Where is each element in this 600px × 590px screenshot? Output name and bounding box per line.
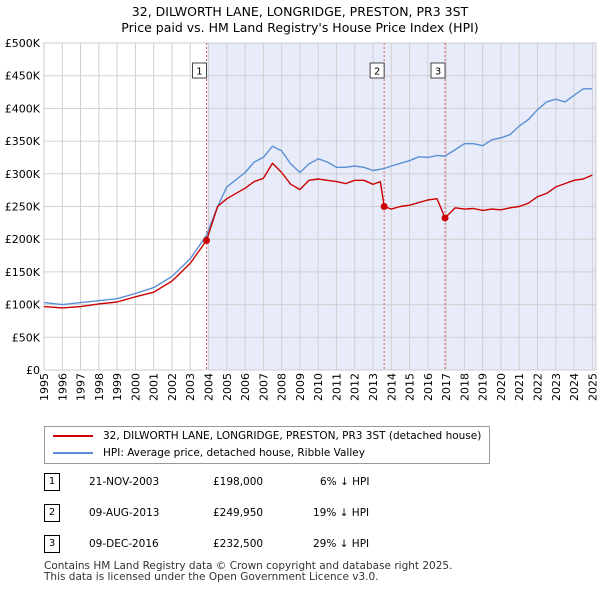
x-tick-label: 2012 <box>349 373 362 401</box>
x-tick-label: 2021 <box>513 373 526 401</box>
sale-number-badge: 3 <box>44 535 60 553</box>
x-tick-label: 2003 <box>184 373 197 401</box>
sale-price: £249,950 <box>213 507 264 519</box>
sale-point <box>202 237 210 245</box>
sale-label-box <box>430 62 446 79</box>
sale-date: 09-AUG-2013 <box>89 507 160 519</box>
x-tick-label: 2019 <box>477 373 490 401</box>
hpi-line <box>43 88 593 306</box>
x-tick-label: 2002 <box>166 373 179 401</box>
x-tick-label: 1996 <box>56 373 69 401</box>
sale-number-badge: 1 <box>44 473 60 491</box>
y-tick-label: £400K <box>5 102 41 115</box>
chart-subtitle: Price paid vs. HM Land Registry's House … <box>121 20 479 35</box>
y-tick-label: £300K <box>5 168 41 181</box>
x-tick-label: 1999 <box>111 373 124 401</box>
x-tick-label: 2010 <box>312 373 325 401</box>
y-tick-label: £100K <box>5 299 41 312</box>
sale-point <box>441 214 449 222</box>
x-tick-label: 2006 <box>239 373 252 401</box>
sale-hpi-diff: 19% ↓ HPI <box>313 507 370 519</box>
y-tick-label: £250K <box>5 201 41 214</box>
y-tick-label: £500K <box>5 37 41 50</box>
legend-item-hpi: HPI: Average price, detached house, Ribb… <box>53 445 365 461</box>
x-tick-label: 2008 <box>276 373 289 401</box>
legend: 32, DILWORTH LANE, LONGRIDGE, PRESTON, P… <box>44 426 490 464</box>
footer-licence: This data is licensed under the Open Gov… <box>44 571 379 583</box>
footer: Contains HM Land Registry data © Crown c… <box>44 561 452 583</box>
y-tick-label: £350K <box>5 135 41 148</box>
sale-price: £232,500 <box>213 538 264 550</box>
x-tick-label: 2018 <box>458 373 471 401</box>
x-tick-label: 2020 <box>495 373 508 401</box>
sale-row: 2 09-AUG-2013 £249,950 19% ↓ HPI <box>0 504 600 524</box>
x-tick-label: 2001 <box>148 373 161 401</box>
x-tick-label: 2000 <box>129 373 142 401</box>
x-tick-label: 2009 <box>294 373 307 401</box>
x-tick-label: 1995 <box>38 373 51 401</box>
legend-label-hpi: HPI: Average price, detached house, Ribb… <box>103 447 365 459</box>
sale-label: 2 <box>374 67 380 78</box>
x-tick-label: 1998 <box>93 373 106 401</box>
property-price-line <box>43 162 593 309</box>
sale-row: 1 21-NOV-2003 £198,000 6% ↓ HPI <box>0 473 600 493</box>
y-tick-label: £0 <box>26 364 40 377</box>
x-tick-label: 2011 <box>330 373 343 401</box>
y-tick-label: £450K <box>5 70 41 83</box>
x-tick-label: 2007 <box>257 373 270 401</box>
plot-frame <box>43 42 597 371</box>
sale-row: 3 09-DEC-2016 £232,500 29% ↓ HPI <box>0 535 600 555</box>
legend-swatch-hpi <box>53 452 93 454</box>
sale-number-badge: 2 <box>44 504 60 522</box>
sale-label: 3 <box>435 67 441 78</box>
footer-copyright: Contains HM Land Registry data © Crown c… <box>44 560 453 572</box>
sale-date: 21-NOV-2003 <box>89 476 160 488</box>
x-tick-label: 2022 <box>532 373 545 401</box>
x-tick-label: 2023 <box>550 373 563 401</box>
legend-item-property: 32, DILWORTH LANE, LONGRIDGE, PRESTON, P… <box>53 428 481 444</box>
x-tick-label: 2014 <box>385 373 398 401</box>
chart-title: 32, DILWORTH LANE, LONGRIDGE, PRESTON, P… <box>131 4 469 19</box>
x-tick-label: 2024 <box>568 373 581 401</box>
sale-point <box>380 203 388 211</box>
sale-label: 1 <box>196 67 202 78</box>
sale-hpi-diff: 29% ↓ HPI <box>313 538 370 550</box>
sale-label-box <box>191 62 207 79</box>
legend-swatch-property <box>53 435 93 437</box>
sale-label-box <box>369 62 385 79</box>
y-tick-label: £50K <box>12 331 41 344</box>
sale-hpi-diff: 6% ↓ HPI <box>320 476 370 488</box>
x-tick-label: 1997 <box>75 373 88 401</box>
x-tick-label: 2015 <box>404 373 417 401</box>
x-tick-label: 2005 <box>221 373 234 401</box>
x-tick-label: 2004 <box>203 373 216 401</box>
price-chart: £0 £50K £100K £150K £200K £250K £300K £350K £400… <box>5 37 600 401</box>
y-tick-label: £150K <box>5 266 41 279</box>
x-tick-label: 2017 <box>440 373 453 401</box>
legend-label-property: 32, DILWORTH LANE, LONGRIDGE, PRESTON, P… <box>103 430 482 442</box>
x-tick-label: 2016 <box>422 373 435 401</box>
sale-date: 09-DEC-2016 <box>89 538 159 550</box>
sale-price: £198,000 <box>213 476 264 488</box>
x-tick-label: 2025 <box>586 373 599 401</box>
y-tick-label: £200K <box>5 233 41 246</box>
x-tick-label: 2013 <box>367 373 380 401</box>
